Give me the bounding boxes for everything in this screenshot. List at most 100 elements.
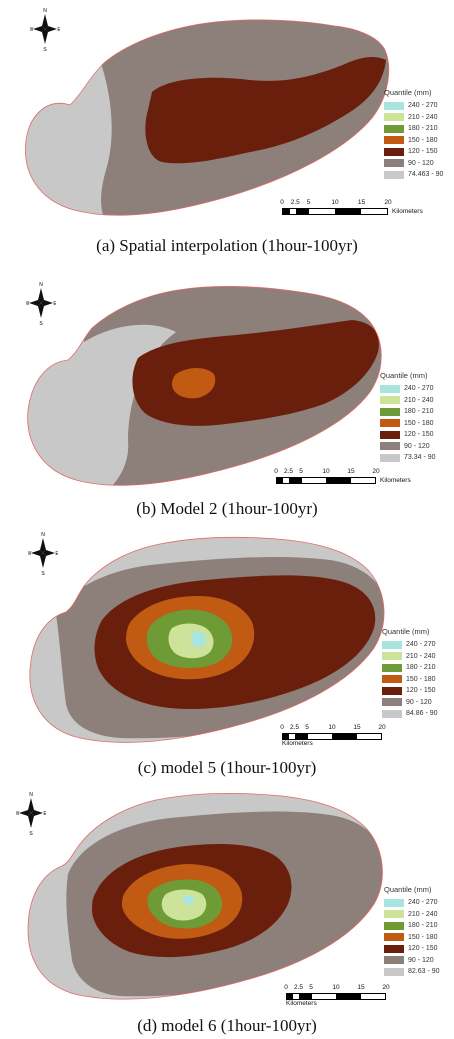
panel-b: N S W E Quantile (mm) 240 - 270 210 - 24… [0, 262, 454, 524]
legend-label: 150 - 180 [404, 419, 434, 427]
scale-bar-b: 0 2.5 5 10 15 20 Kilometers [274, 468, 411, 484]
zone-240-270 [191, 631, 206, 647]
legend-item: 84.86 - 90 [382, 708, 438, 720]
compass-e: E [43, 811, 46, 817]
zone-150-180 [172, 368, 216, 399]
map-c [29, 536, 385, 743]
legend-swatch [382, 675, 402, 684]
map-a [25, 19, 390, 216]
legend-d: Quantile (mm) 240 - 270 210 - 240 180 - … [384, 885, 440, 978]
compass-w: W [26, 301, 30, 307]
legend-label: 73.34 - 90 [404, 454, 436, 462]
compass-e: E [53, 301, 56, 307]
scale-bar-graphic [276, 477, 376, 484]
zone-210-240 [168, 623, 214, 659]
scale-tick: 15 [357, 199, 366, 206]
legend-swatch [380, 384, 400, 393]
scale-tick: 0 [280, 724, 284, 731]
scale-tick: 0 [274, 468, 278, 475]
legend-swatch [384, 933, 404, 942]
scale-bar-graphic [282, 733, 382, 740]
legend-label: 90 - 120 [408, 159, 434, 167]
compass-s: S [29, 831, 33, 836]
panel-a: N S W E Quantile (mm) 240 - 270 210 - 24… [0, 0, 454, 262]
legend-title: Quantile (mm) [380, 371, 428, 380]
island-outline [27, 792, 383, 1000]
map-d [27, 792, 383, 1000]
legend-swatch [380, 453, 400, 462]
scale-bar-d: 0 2.5 5 10 15 20 Kilometers [284, 984, 390, 1007]
island-outline [29, 536, 385, 743]
legend-label: 82.63 - 90 [408, 968, 440, 976]
scale-unit: Kilometers [380, 477, 411, 484]
legend-item: 150 - 180 [384, 135, 443, 147]
scale-bar-graphic [286, 993, 386, 1000]
zone-240-270 [182, 895, 194, 905]
scale-tick: 20 [372, 468, 380, 475]
scale-tick: 20 [378, 724, 386, 731]
legend-item: 150 - 180 [382, 674, 438, 686]
legend-label: 240 - 270 [408, 102, 438, 110]
compass-n: N [41, 532, 45, 538]
legend-swatch [380, 419, 400, 428]
scale-tick: 2.5 [283, 468, 294, 475]
legend-label: 150 - 180 [408, 136, 438, 144]
compass-rose-a: N S W E [30, 6, 60, 52]
legend-label: 210 - 240 [406, 652, 436, 660]
compass-rose-b: N S W E [26, 280, 56, 326]
scale-tick: 10 [328, 724, 336, 731]
legend-label: 84.86 - 90 [406, 710, 438, 718]
compass-rose-c: N S W E [28, 530, 58, 576]
legend-swatch [384, 921, 404, 930]
legend-label: 180 - 210 [408, 125, 438, 133]
scale-tick: 15 [353, 724, 361, 731]
legend-swatch [384, 967, 404, 976]
legend-item: 150 - 180 [380, 418, 436, 430]
legend-item: 90 - 120 [384, 158, 443, 170]
legend-item: 210 - 240 [380, 395, 436, 407]
compass-w: W [28, 551, 32, 557]
legend-item: 120 - 150 [384, 146, 443, 158]
legend-item: 120 - 150 [382, 685, 438, 697]
legend-item: 180 - 210 [382, 662, 438, 674]
scale-bar-c: 0 2.5 5 10 15 20 Kilometers [280, 724, 386, 747]
legend-swatch [384, 956, 404, 965]
legend-swatch [382, 640, 402, 649]
legend-label: 90 - 120 [404, 442, 430, 450]
legend-b: Quantile (mm) 240 - 270 210 - 240 180 - … [380, 371, 436, 464]
legend-title: Quantile (mm) [384, 88, 432, 97]
compass-w: W [16, 811, 20, 817]
legend-swatch [382, 709, 402, 718]
legend-item: 240 - 270 [382, 639, 438, 651]
zone-210-240 [161, 889, 207, 921]
scale-tick: 2.5 [290, 199, 300, 206]
legend-title: Quantile (mm) [382, 627, 430, 636]
legend-label: 180 - 210 [408, 922, 438, 930]
scale-tick: 20 [382, 984, 390, 991]
legend-item: 210 - 240 [384, 909, 440, 921]
legend-swatch [384, 944, 404, 953]
legend-item: 240 - 270 [380, 383, 436, 395]
legend-item: 90 - 120 [382, 697, 438, 709]
legend-item: 82.63 - 90 [384, 966, 440, 978]
scale-ticks: 0 2.5 5 10 15 20 [274, 468, 380, 477]
legend-swatch [380, 407, 400, 416]
legend-swatch [382, 698, 402, 707]
scale-tick: 5 [305, 724, 309, 731]
legend-swatch [384, 101, 404, 110]
panel-c: N S W E Quantile (mm) 240 - 270 210 - 24… [0, 524, 454, 784]
legend-swatch [380, 396, 400, 405]
compass-e: E [57, 27, 60, 33]
scale-tick: 10 [331, 199, 339, 206]
island-outline [25, 19, 390, 216]
legend-item: 210 - 240 [384, 112, 443, 124]
scale-bar-a: 0 2.5 5 10 15 20 Kilometers [280, 199, 423, 215]
map-b [27, 285, 382, 486]
legend-c: Quantile (mm) 240 - 270 210 - 240 180 - … [382, 627, 438, 720]
legend-title: Quantile (mm) [384, 885, 432, 894]
scale-tick: 10 [332, 984, 340, 991]
island-outline [27, 285, 382, 486]
scale-ticks: 0 2.5 5 10 15 20 [280, 724, 386, 733]
legend-item: 73.34 - 90 [380, 452, 436, 464]
legend-label: 90 - 120 [408, 956, 434, 964]
